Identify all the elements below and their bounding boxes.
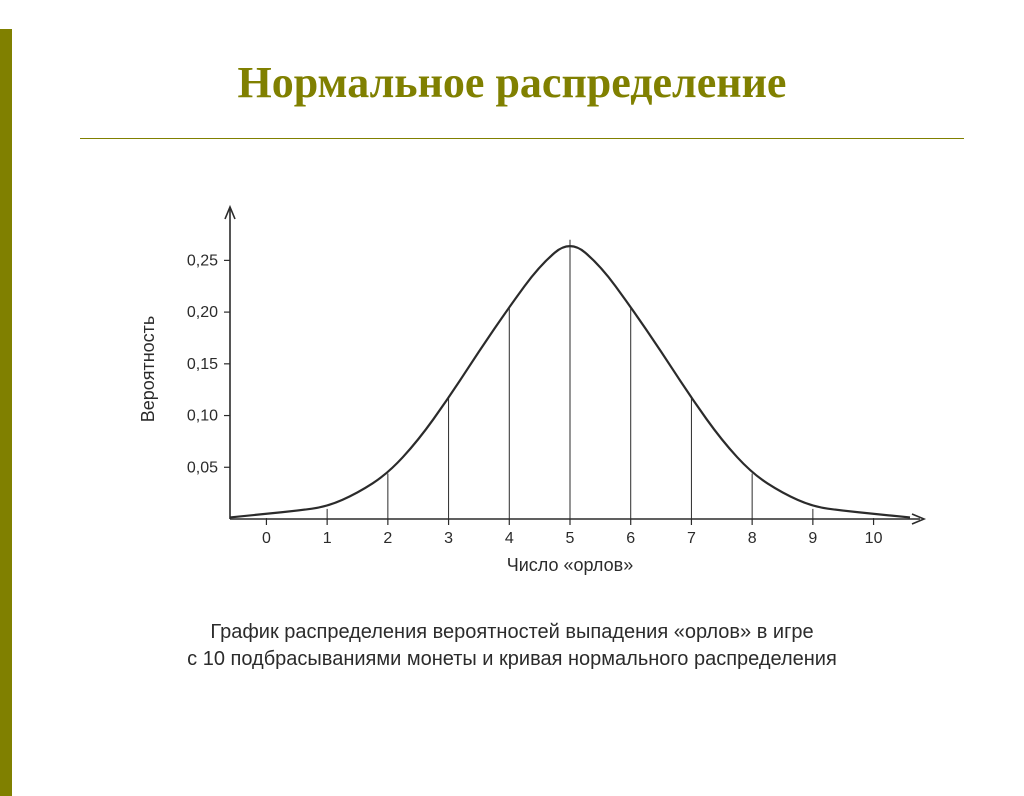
x-tick-label: 5	[566, 530, 575, 547]
x-tick-label: 9	[808, 530, 817, 547]
slide: Нормальное распределение 0,05 0,10 0,15 0,2…	[0, 29, 1024, 796]
y-tick-label: 0,25	[187, 253, 218, 270]
caption-line-2: с 10 подбрасываниями монеты и кривая нор…	[187, 648, 837, 670]
x-tick-label: 3	[444, 530, 453, 547]
x-tick-label: 0	[262, 530, 271, 547]
x-tick-label: 7	[687, 530, 696, 547]
accent-bar	[0, 29, 12, 796]
y-axis-label: Вероятность	[138, 316, 158, 423]
x-axis-label: Число «орлов»	[507, 555, 633, 575]
page-title: Нормальное распределение	[0, 29, 1024, 108]
y-tick-label: 0,20	[187, 305, 218, 322]
x-tick-label: 1	[323, 530, 332, 547]
chart-caption: График распределения вероятностей выпаде…	[60, 619, 964, 673]
y-tick-label: 0,05	[187, 460, 218, 477]
x-tick-label: 6	[626, 530, 635, 547]
y-tick-label: 0,10	[187, 408, 218, 425]
chart-svg: 0,05 0,10 0,15 0,20 0,25 0 1 2 3 4 5 6 7 8 9 10 Вероятно…	[80, 199, 960, 599]
x-tick-label: 10	[865, 530, 883, 547]
x-tick-label: 8	[748, 530, 757, 547]
x-tick-label: 2	[383, 530, 392, 547]
x-tick-label: 4	[505, 530, 514, 547]
y-tick-label: 0,15	[187, 356, 218, 373]
caption-line-1: График распределения вероятностей выпаде…	[210, 621, 813, 643]
title-underline	[80, 138, 964, 139]
normal-distribution-chart: 0,05 0,10 0,15 0,20 0,25 0 1 2 3 4 5 6 7 8 9 10 Вероятно…	[80, 199, 960, 599]
